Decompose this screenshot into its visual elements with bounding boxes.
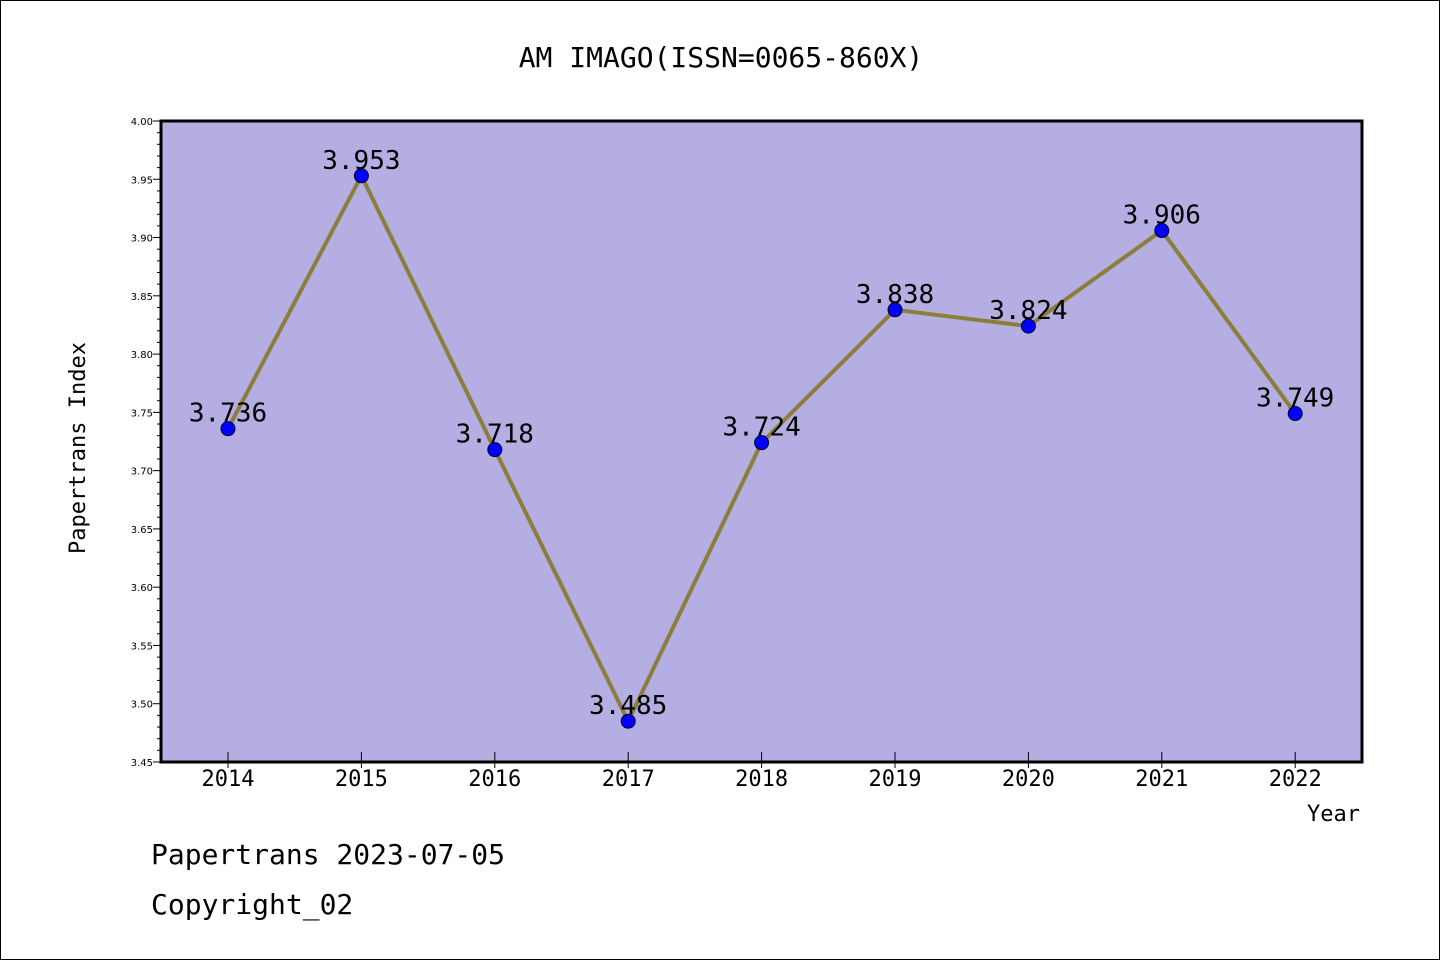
data-point: [1154, 223, 1170, 239]
footer-date-text: Papertrans 2023-07-05: [151, 838, 505, 871]
y-tick-label: 3.60: [131, 583, 153, 594]
y-tick-label: 3.75: [131, 408, 153, 419]
data-label: 3.838: [856, 280, 934, 310]
x-axis-ticks: [227, 752, 1296, 768]
data-label: 3.749: [1256, 384, 1334, 414]
x-tick-label: 2018: [735, 767, 788, 792]
y-tick-label: 3.55: [131, 641, 153, 652]
y-tick-label: 3.70: [131, 467, 153, 478]
x-tick-label: 2019: [869, 767, 922, 792]
y-axis-tick-labels: 3.45 3.50 3.55 3.60 3.65 3.70 3.75 3.80 3.85 3.90…: [131, 117, 153, 769]
data-label: 3.824: [989, 296, 1067, 326]
data-label: 3.953: [322, 146, 400, 176]
y-tick-label: 3.45: [131, 758, 153, 769]
chart-title: AM IMAGO(ISSN=0065-860X): [519, 41, 924, 74]
data-point: [353, 168, 369, 184]
data-label: 3.718: [456, 420, 534, 450]
y-tick-label: 3.65: [131, 525, 153, 536]
x-tick-label: 2021: [1135, 767, 1188, 792]
data-point: [887, 302, 903, 318]
y-tick-label: 3.50: [131, 700, 153, 711]
data-label: 3.485: [589, 691, 667, 721]
x-tick-label: 2020: [1002, 767, 1055, 792]
data-label: 3.906: [1123, 201, 1201, 231]
y-tick-label: 3.95: [131, 175, 153, 186]
data-point: [1287, 406, 1303, 422]
data-markers: [220, 168, 1303, 729]
y-axis-title: Papertrans Index: [66, 342, 91, 554]
y-tick-label: 3.80: [131, 350, 153, 361]
x-tick-label: 2022: [1269, 767, 1322, 792]
plot-frame: [159, 119, 1364, 764]
data-value-labels: 3.736 3.953 3.718 3.485 3.724 3.838 3.824 3.906…: [189, 146, 1334, 721]
data-point: [487, 442, 503, 458]
data-point: [754, 435, 770, 451]
data-point: [220, 421, 236, 437]
x-tick-label: 2014: [202, 767, 255, 792]
footer-copyright-text: Copyright_02: [151, 888, 353, 922]
y-tick-label: 3.85: [131, 292, 153, 303]
y-tick-label: 4.00: [131, 117, 153, 128]
y-tick-label: 3.90: [131, 234, 153, 245]
x-axis-tick-labels: 2014 2015 2016 2017 2018 2019 2020 2021 2022: [202, 767, 1322, 792]
data-point: [1020, 318, 1036, 334]
data-label: 3.724: [722, 413, 800, 443]
x-axis-title: Year: [1307, 802, 1360, 827]
x-tick-label: 2017: [602, 767, 655, 792]
data-label: 3.736: [189, 399, 267, 429]
x-tick-label: 2015: [335, 767, 388, 792]
x-tick-label: 2016: [468, 767, 521, 792]
data-point: [620, 713, 636, 729]
